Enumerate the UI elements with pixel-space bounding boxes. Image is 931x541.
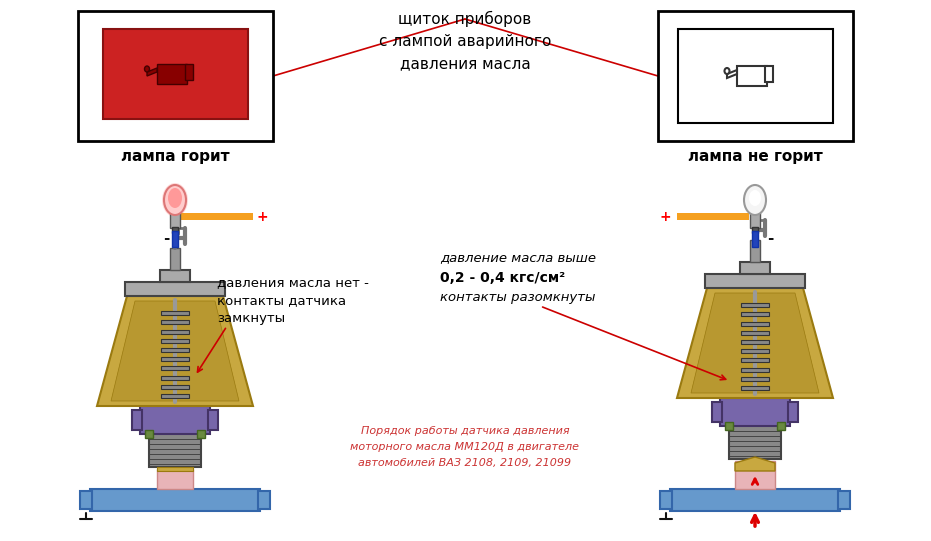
- Bar: [157, 469, 193, 489]
- Bar: [161, 339, 189, 343]
- Text: лампа не горит: лампа не горит: [688, 149, 822, 164]
- Bar: [741, 377, 769, 381]
- Bar: [729, 424, 781, 459]
- Bar: [741, 349, 769, 353]
- Polygon shape: [691, 293, 819, 393]
- Bar: [172, 227, 178, 233]
- Bar: [208, 410, 218, 430]
- Bar: [741, 358, 769, 362]
- Bar: [720, 398, 790, 426]
- Bar: [741, 312, 769, 316]
- Bar: [170, 210, 180, 228]
- Bar: [705, 274, 805, 288]
- Polygon shape: [111, 301, 239, 401]
- Bar: [735, 461, 775, 489]
- Bar: [838, 491, 850, 509]
- Bar: [752, 231, 758, 247]
- Bar: [161, 329, 189, 334]
- Bar: [161, 394, 189, 398]
- Ellipse shape: [164, 185, 186, 215]
- Text: контакты разомкнуты: контакты разомкнуты: [440, 291, 596, 304]
- Bar: [752, 227, 758, 233]
- Bar: [712, 402, 722, 422]
- Text: давления масла нет -: давления масла нет -: [217, 276, 369, 289]
- Ellipse shape: [749, 190, 761, 206]
- Text: щиток приборов
с лампой аварийного
давления масла: щиток приборов с лампой аварийного давле…: [379, 11, 551, 71]
- Ellipse shape: [168, 188, 182, 208]
- Text: -: -: [163, 232, 169, 247]
- Text: моторного масла ММ120Д в двигателе: моторного масла ММ120Д в двигателе: [350, 442, 579, 452]
- Ellipse shape: [144, 66, 150, 72]
- Bar: [725, 422, 733, 430]
- Bar: [161, 320, 189, 325]
- Bar: [125, 282, 225, 296]
- Text: лампа горит: лампа горит: [121, 149, 229, 164]
- Bar: [741, 321, 769, 326]
- Bar: [677, 213, 749, 220]
- Bar: [658, 11, 853, 141]
- Polygon shape: [677, 288, 833, 398]
- Text: -: -: [767, 232, 774, 247]
- Bar: [161, 366, 189, 371]
- Bar: [132, 410, 142, 430]
- Bar: [678, 29, 833, 123]
- Bar: [90, 489, 260, 511]
- Bar: [740, 262, 770, 274]
- Bar: [660, 491, 672, 509]
- Text: +: +: [659, 210, 671, 224]
- Bar: [161, 385, 189, 389]
- Bar: [161, 375, 189, 380]
- Polygon shape: [735, 457, 775, 471]
- Ellipse shape: [744, 185, 766, 215]
- Bar: [161, 357, 189, 361]
- Bar: [765, 66, 773, 82]
- Polygon shape: [97, 296, 253, 406]
- Bar: [103, 29, 248, 119]
- Bar: [197, 430, 205, 438]
- Bar: [750, 210, 760, 228]
- Bar: [170, 248, 180, 270]
- Bar: [185, 64, 193, 80]
- Bar: [741, 367, 769, 372]
- Bar: [788, 402, 798, 422]
- Text: 0,2 - 0,4 кгс/см²: 0,2 - 0,4 кгс/см²: [440, 271, 565, 285]
- Text: Порядок работы датчика давления: Порядок работы датчика давления: [360, 426, 570, 436]
- Text: контакты датчика: контакты датчика: [217, 294, 346, 307]
- Ellipse shape: [724, 68, 730, 74]
- Text: замкнуты: замкнуты: [217, 312, 285, 325]
- Bar: [78, 11, 273, 141]
- Bar: [157, 467, 193, 471]
- Bar: [258, 491, 270, 509]
- Bar: [80, 491, 92, 509]
- Bar: [741, 303, 769, 307]
- Polygon shape: [727, 70, 737, 78]
- Bar: [741, 331, 769, 335]
- Bar: [149, 432, 201, 467]
- Text: автомобилей ВАЗ 2108, 2109, 21099: автомобилей ВАЗ 2108, 2109, 21099: [358, 458, 572, 468]
- Ellipse shape: [162, 183, 188, 217]
- Bar: [161, 348, 189, 352]
- Bar: [737, 66, 767, 86]
- Bar: [741, 340, 769, 344]
- Bar: [750, 240, 760, 262]
- Bar: [777, 422, 785, 430]
- Text: +: +: [257, 210, 269, 224]
- Bar: [160, 270, 190, 282]
- Bar: [157, 64, 187, 84]
- Bar: [161, 311, 189, 315]
- Text: давление масла выше: давление масла выше: [440, 251, 596, 264]
- Bar: [140, 406, 210, 434]
- Bar: [172, 231, 178, 247]
- Bar: [741, 386, 769, 390]
- Polygon shape: [147, 68, 157, 76]
- Bar: [145, 430, 153, 438]
- Bar: [670, 489, 840, 511]
- Bar: [181, 213, 253, 220]
